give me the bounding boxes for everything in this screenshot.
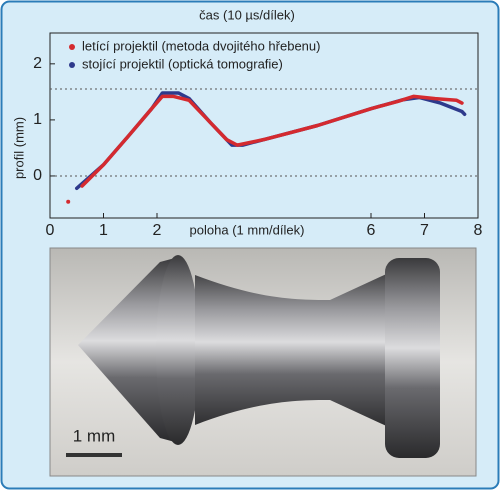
data-point <box>66 199 71 204</box>
y-tick-label: 2 <box>33 55 42 72</box>
data-line <box>80 94 464 188</box>
x-tick-label: 1 <box>99 222 108 239</box>
pellet-head <box>156 255 200 445</box>
pellet-waist <box>195 270 395 430</box>
legend-marker <box>69 44 75 50</box>
x-tick-label: 0 <box>46 222 55 239</box>
scale-label: 1 mm <box>73 426 116 445</box>
x-tick-label: 8 <box>474 222 483 239</box>
x-tick-label: 7 <box>420 222 429 239</box>
chart-title: čas (10 µs/dílek) <box>199 7 295 22</box>
y-axis-label: profil (mm) <box>11 117 26 179</box>
y-tick-label: 1 <box>33 111 42 128</box>
legend-label: letící projektil (metoda dvojitého hřebe… <box>82 38 320 53</box>
x-tick-label: 6 <box>367 222 376 239</box>
legend-label: stojící projektil (optická tomografie) <box>82 56 283 71</box>
pellet-skirt <box>385 258 440 458</box>
y-tick-label: 0 <box>33 167 42 184</box>
plot: 0 1 2 0 1 2 6 7 8 letící projektil (metoda dvojit… <box>33 32 483 239</box>
pellet-tip <box>78 258 175 442</box>
x-axis-label: poloha (1 mm/dílek) <box>190 222 305 237</box>
x-tick-label: 2 <box>153 222 162 239</box>
photo: 1 mm <box>49 247 477 477</box>
legend-marker <box>69 62 75 68</box>
plot-frame <box>49 32 479 219</box>
